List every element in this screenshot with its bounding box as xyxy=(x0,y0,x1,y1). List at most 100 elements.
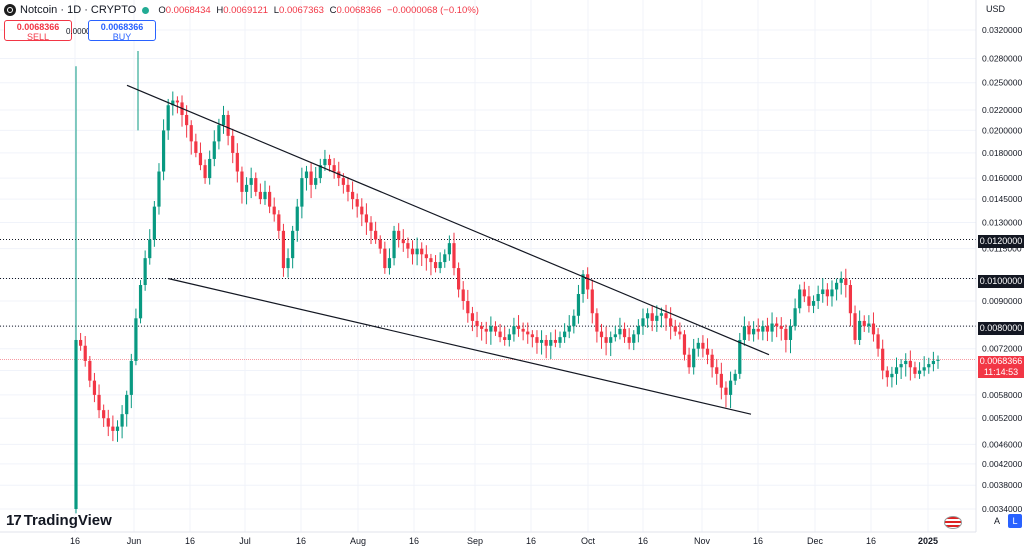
currency-label[interactable]: USD xyxy=(986,4,1006,14)
candle-body xyxy=(784,328,788,340)
candle-body xyxy=(692,348,696,368)
price-tick-label: 0.0034000 xyxy=(982,504,1022,514)
price-axis: 0.0320000 0.0280000 0.0250000 0.0220000 0.02… xyxy=(982,25,1022,514)
candle-body xyxy=(673,326,677,332)
candle-body xyxy=(277,214,281,231)
price-tick-label: 0.0072000 xyxy=(982,344,1022,354)
candle-body xyxy=(927,364,931,368)
candle-body xyxy=(443,254,447,263)
candle-body xyxy=(134,318,138,361)
candle-body xyxy=(102,410,106,419)
candle-body xyxy=(424,254,428,259)
candle-body xyxy=(793,308,797,327)
candle-body xyxy=(249,178,253,185)
candle-body xyxy=(387,258,392,269)
candle-body xyxy=(581,274,585,295)
time-tick-label: 16 xyxy=(296,536,306,546)
candle-body xyxy=(263,191,267,200)
candle-body xyxy=(161,130,166,172)
candle-body xyxy=(318,165,322,179)
candle-body xyxy=(291,230,295,259)
trendlines xyxy=(126,84,770,415)
candle-body xyxy=(314,178,318,185)
candle-body xyxy=(433,262,438,269)
candle-body xyxy=(198,152,203,166)
candle-body xyxy=(526,331,530,335)
candle-body xyxy=(715,367,719,374)
time-tick-label: 16 xyxy=(638,536,648,546)
symbol-title[interactable]: Notcoin · 1D · CRYPTO xyxy=(20,4,137,16)
candle-body xyxy=(788,326,793,340)
candle-body xyxy=(185,114,189,126)
buy-button[interactable]: 0.0068366 BUY xyxy=(88,20,156,42)
candle-body xyxy=(286,258,290,269)
candle-body xyxy=(576,294,581,316)
candle-body xyxy=(779,326,783,329)
time-tick-label: 16 xyxy=(409,536,419,546)
market-status-icon[interactable] xyxy=(142,6,150,14)
candle-body xyxy=(332,165,336,172)
candle-body xyxy=(742,326,746,340)
candle-body xyxy=(484,328,488,332)
price-tick-label: 0.0090000 xyxy=(982,296,1022,306)
candle-body xyxy=(563,331,567,338)
candle-body xyxy=(590,289,594,314)
auto-scale-button[interactable]: A xyxy=(993,516,1000,526)
candle-body xyxy=(867,323,871,327)
us-flag-icon[interactable] xyxy=(944,516,962,529)
candle-body xyxy=(696,342,700,349)
candle-body xyxy=(364,214,369,223)
candle-body xyxy=(175,100,180,103)
tradingview-logo[interactable]: 17 TradingView xyxy=(6,512,112,529)
candle-body xyxy=(346,184,350,192)
candle-body xyxy=(83,345,87,361)
time-tick-label: Oct xyxy=(581,536,596,546)
time-tick-label: 16 xyxy=(866,536,876,546)
candle-body xyxy=(447,243,451,255)
candle-body xyxy=(724,387,728,395)
candle-body xyxy=(682,334,687,355)
candle-body xyxy=(539,339,544,343)
candle-body xyxy=(304,171,309,179)
level-tag-0010: 0.0100000 xyxy=(978,275,1024,288)
candle-body xyxy=(738,339,742,374)
candle-body xyxy=(115,426,120,431)
candle-body xyxy=(678,331,682,335)
candle-body xyxy=(931,360,935,365)
sell-button[interactable]: 0.0068366 SELL xyxy=(4,20,72,42)
candle-body xyxy=(609,337,613,343)
log-scale-button[interactable]: L xyxy=(1008,514,1022,528)
candle-body xyxy=(669,318,673,327)
candle-body xyxy=(733,373,737,381)
candle-body xyxy=(899,364,903,368)
candle-body xyxy=(701,342,705,349)
candle-body xyxy=(834,282,839,290)
candle-body xyxy=(295,206,299,231)
candle-body xyxy=(586,274,590,290)
candle-body xyxy=(622,328,627,338)
candle-body xyxy=(489,326,493,332)
buy-label: BUY xyxy=(112,32,132,42)
candle-body xyxy=(553,339,558,343)
candle-body xyxy=(839,278,843,283)
bar-countdown: 11:14:53 xyxy=(983,367,1019,377)
candle-body xyxy=(917,370,922,374)
candle-body xyxy=(705,348,710,355)
price-tick-label: 0.0220000 xyxy=(982,105,1022,115)
candle-body xyxy=(770,323,774,332)
candle-body xyxy=(106,418,110,427)
candle-body xyxy=(148,239,152,259)
candle-body xyxy=(300,178,304,207)
candle-body xyxy=(858,320,862,340)
level-tag-0008: 0.0080000 xyxy=(978,322,1024,335)
candle-body xyxy=(904,360,908,365)
symbol-header: Notcoin · 1D · CRYPTO O0.0068434 H0.0069… xyxy=(4,2,479,18)
candle-body xyxy=(936,359,940,361)
candle-body xyxy=(567,326,571,332)
candle-body xyxy=(535,337,539,343)
candle-body xyxy=(816,294,820,302)
candle-body xyxy=(650,313,654,321)
candle-body xyxy=(516,326,521,329)
candle-body xyxy=(549,339,553,346)
